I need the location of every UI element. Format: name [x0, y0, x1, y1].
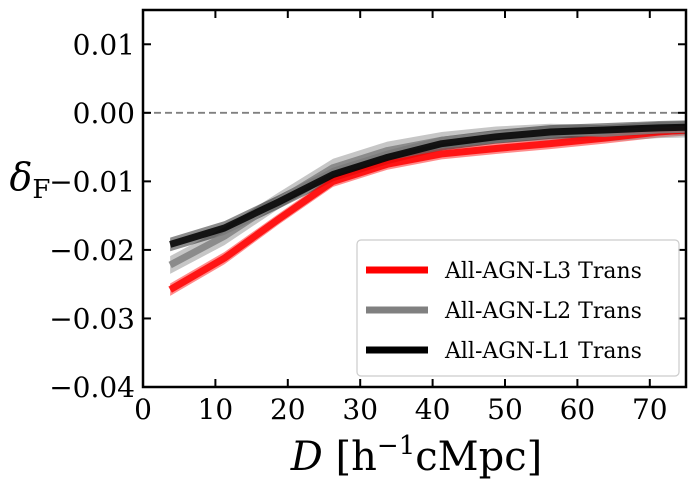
x-axis-unit-exponent: −1: [377, 431, 415, 461]
legend-label-all-agn-l2-trans: All-AGN-L2 Trans: [444, 299, 642, 324]
x-tick-label: 10: [198, 393, 234, 426]
y-axis-subscript: F: [32, 175, 50, 205]
x-tick-label: 30: [342, 393, 378, 426]
y-tick-label: −0.01: [49, 165, 135, 198]
x-tick-label: 50: [487, 393, 523, 426]
x-axis-variable: D: [290, 434, 323, 480]
legend-label-all-agn-l3-trans: All-AGN-L3 Trans: [444, 259, 642, 284]
x-axis-unit-suffix: cMpc]: [415, 434, 542, 480]
x-axis-label: D [h−1cMpc]: [290, 431, 542, 480]
tick-labels: 0 10 20 30 40 50 60 70 −0.04 −0.03 −0.02 −0.01 0.00 0…: [49, 28, 667, 426]
axis-ticks: [142, 10, 686, 388]
x-tick-label: 60: [560, 393, 596, 426]
line-all-agn-l1-trans: [169, 123, 686, 248]
y-tick-label: −0.03: [49, 302, 135, 335]
legend-label-all-agn-l1-trans: All-AGN-L1 Trans: [444, 339, 642, 364]
legend: All-AGN-L3 Trans All-AGN-L2 Trans All-AGN-…: [356, 239, 680, 377]
y-tick-label: 0.01: [73, 28, 135, 61]
line-all-agn-l3-trans: [168, 126, 686, 293]
legend-box: [356, 239, 680, 377]
x-tick-label: 40: [415, 393, 451, 426]
x-tick-label: 70: [632, 393, 668, 426]
y-tick-label: −0.04: [49, 371, 135, 404]
x-tick-label: 20: [270, 393, 306, 426]
series-lines: [168, 123, 686, 293]
plot-frame: [141, 8, 688, 389]
y-tick-label: −0.02: [49, 234, 135, 267]
x-axis-unit-prefix: [h: [323, 434, 377, 480]
x-tick-label: 0: [134, 393, 152, 426]
y-axis-label: δF: [10, 155, 51, 205]
y-axis-variable: δ: [10, 155, 33, 199]
y-tick-label: 0.00: [73, 97, 135, 130]
